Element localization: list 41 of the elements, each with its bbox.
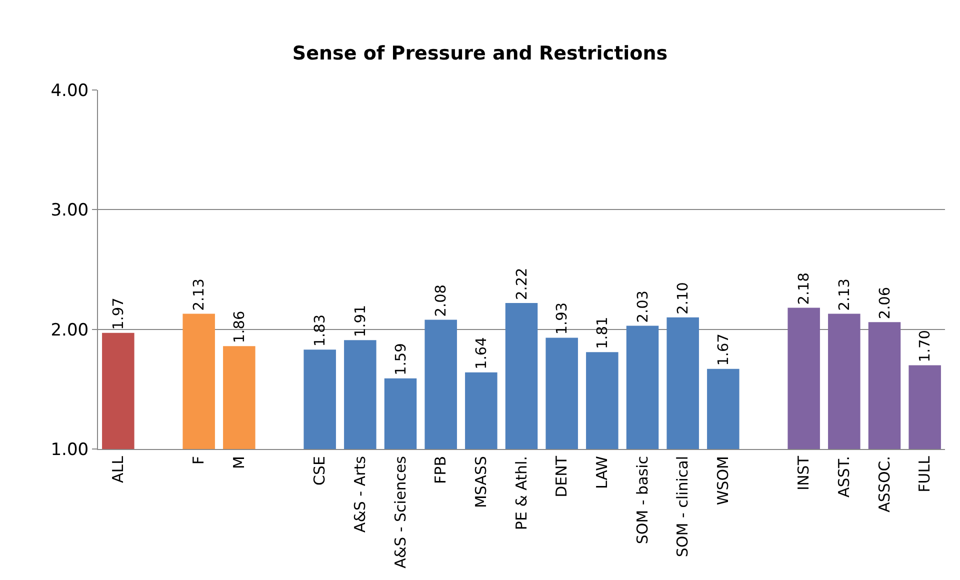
x-tick-label: M <box>230 456 248 469</box>
data-label: 2.22 <box>514 268 530 300</box>
data-label: 2.08 <box>434 284 450 317</box>
x-tick-label: A&S - Arts <box>351 456 370 533</box>
data-label: 2.13 <box>836 278 853 311</box>
data-label: 2.10 <box>676 282 692 314</box>
x-tick-label: FPB <box>432 456 450 484</box>
y-tick-label: 1.00 <box>50 440 89 460</box>
x-tick-label: PE & Athl. <box>512 456 530 530</box>
y-tick-label: 4.00 <box>50 80 89 101</box>
data-label: 1.86 <box>232 310 248 344</box>
x-tick-label: ASST. <box>835 456 854 498</box>
data-label: 1.91 <box>352 304 369 338</box>
data-label: 1.64 <box>474 337 490 370</box>
data-label: 1.59 <box>393 343 410 376</box>
y-tick-label: 2.00 <box>50 320 89 340</box>
data-label: 1.93 <box>554 302 571 335</box>
x-tick-label: A&S - Sciences <box>391 456 410 568</box>
x-tick-label: ALL <box>109 455 128 483</box>
x-tick-label: MSASS <box>472 456 490 508</box>
data-label: 2.18 <box>796 272 813 305</box>
data-label: 1.67 <box>716 334 732 366</box>
y-tick-label: 3.00 <box>50 200 89 221</box>
data-label: 1.81 <box>594 316 611 350</box>
x-tick-label: WSOM <box>714 456 732 506</box>
data-label: 2.03 <box>635 290 652 323</box>
x-tick-label: CSE <box>310 456 329 486</box>
chart-title: Sense of Pressure and Restrictions <box>292 42 668 65</box>
x-tick-label: SOM - basic <box>633 456 652 544</box>
data-label: 2.06 <box>877 286 894 320</box>
data-label: 1.83 <box>312 314 329 347</box>
x-tick-label: SOM - clinical <box>674 456 692 558</box>
x-tick-label: DENT <box>552 455 571 498</box>
x-tick-label: INST <box>794 455 813 490</box>
data-label: 1.97 <box>110 298 127 330</box>
x-tick-label: FULL <box>916 455 934 492</box>
x-tick-label: ASSOC. <box>875 456 894 512</box>
x-tick-label: LAW <box>593 456 612 489</box>
data-label: 1.70 <box>918 330 934 362</box>
data-label: 2.13 <box>192 278 208 311</box>
x-tick-label: F <box>190 456 208 465</box>
